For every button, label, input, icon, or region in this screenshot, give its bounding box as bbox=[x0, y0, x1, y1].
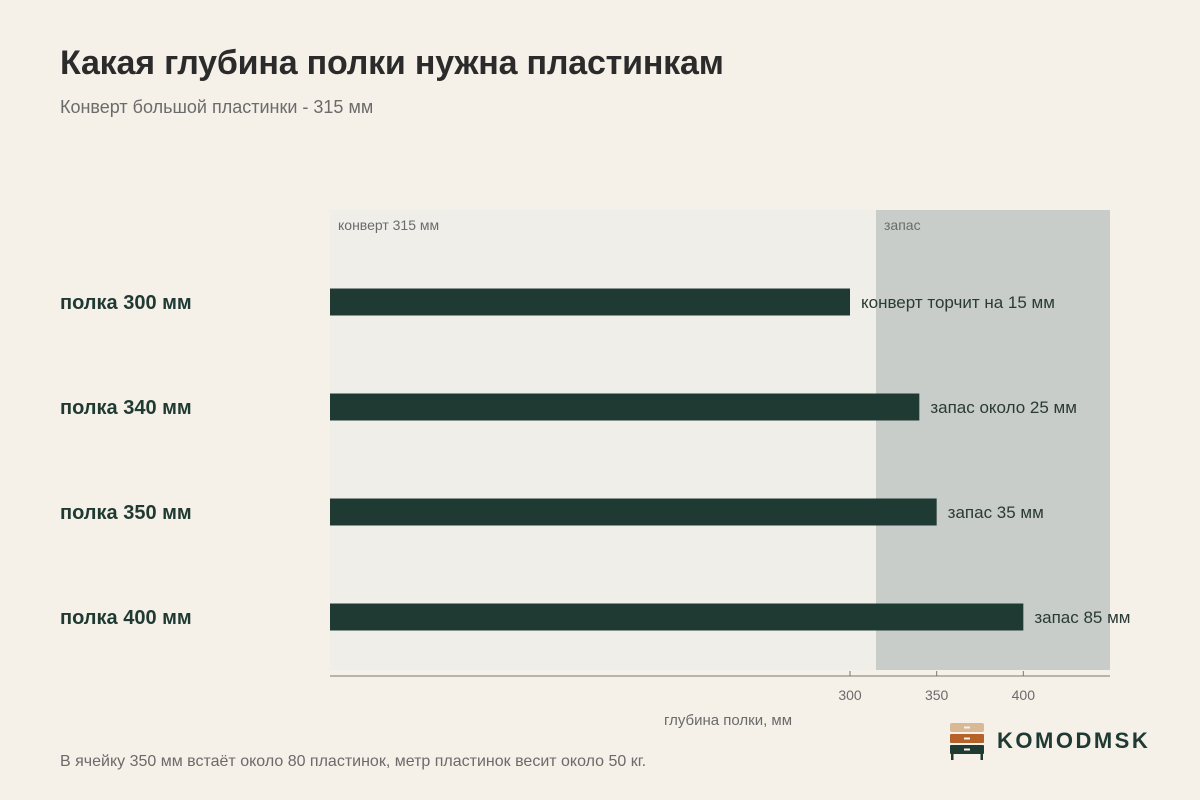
x-tick-label-1: 350 bbox=[925, 687, 949, 703]
dresser-icon bbox=[950, 723, 984, 760]
data-label-1: запас около 25 мм bbox=[930, 398, 1077, 417]
category-label-2: полка 350 мм bbox=[60, 502, 192, 524]
region-band-1 bbox=[876, 210, 1110, 670]
data-label-3: запас 85 мм bbox=[1034, 608, 1130, 627]
bar-2 bbox=[330, 498, 937, 526]
chart-subtitle: Конверт большой пластинки - 315 мм bbox=[60, 97, 374, 117]
category-label-0: полка 300 мм bbox=[60, 292, 192, 314]
x-tick-label-0: 300 bbox=[838, 687, 862, 703]
bar-1 bbox=[330, 393, 920, 421]
category-label-3: полка 400 мм bbox=[60, 607, 192, 629]
chart-title: Какая глубина полки нужна пластинкам bbox=[60, 44, 724, 82]
region-band-0 bbox=[330, 210, 876, 670]
bar-0 bbox=[330, 288, 850, 316]
category-label-1: полка 340 мм bbox=[60, 397, 192, 419]
data-label-2: запас 35 мм bbox=[948, 503, 1044, 522]
x-tick-label-2: 400 bbox=[1012, 687, 1036, 703]
region-label-0: конверт 315 мм bbox=[338, 217, 439, 233]
data-label-0: конверт торчит на 15 мм bbox=[861, 293, 1055, 312]
region-label-1: запас bbox=[884, 217, 921, 233]
brand-logo: KOMODMSK bbox=[949, 722, 1150, 760]
footnote: В ячейку 350 мм встаёт около 80 пластино… bbox=[60, 753, 647, 770]
bar-3 bbox=[330, 603, 1024, 631]
brand-name: KOMODMSK bbox=[997, 728, 1151, 753]
x-axis-label: глубина полки, мм bbox=[664, 712, 792, 729]
